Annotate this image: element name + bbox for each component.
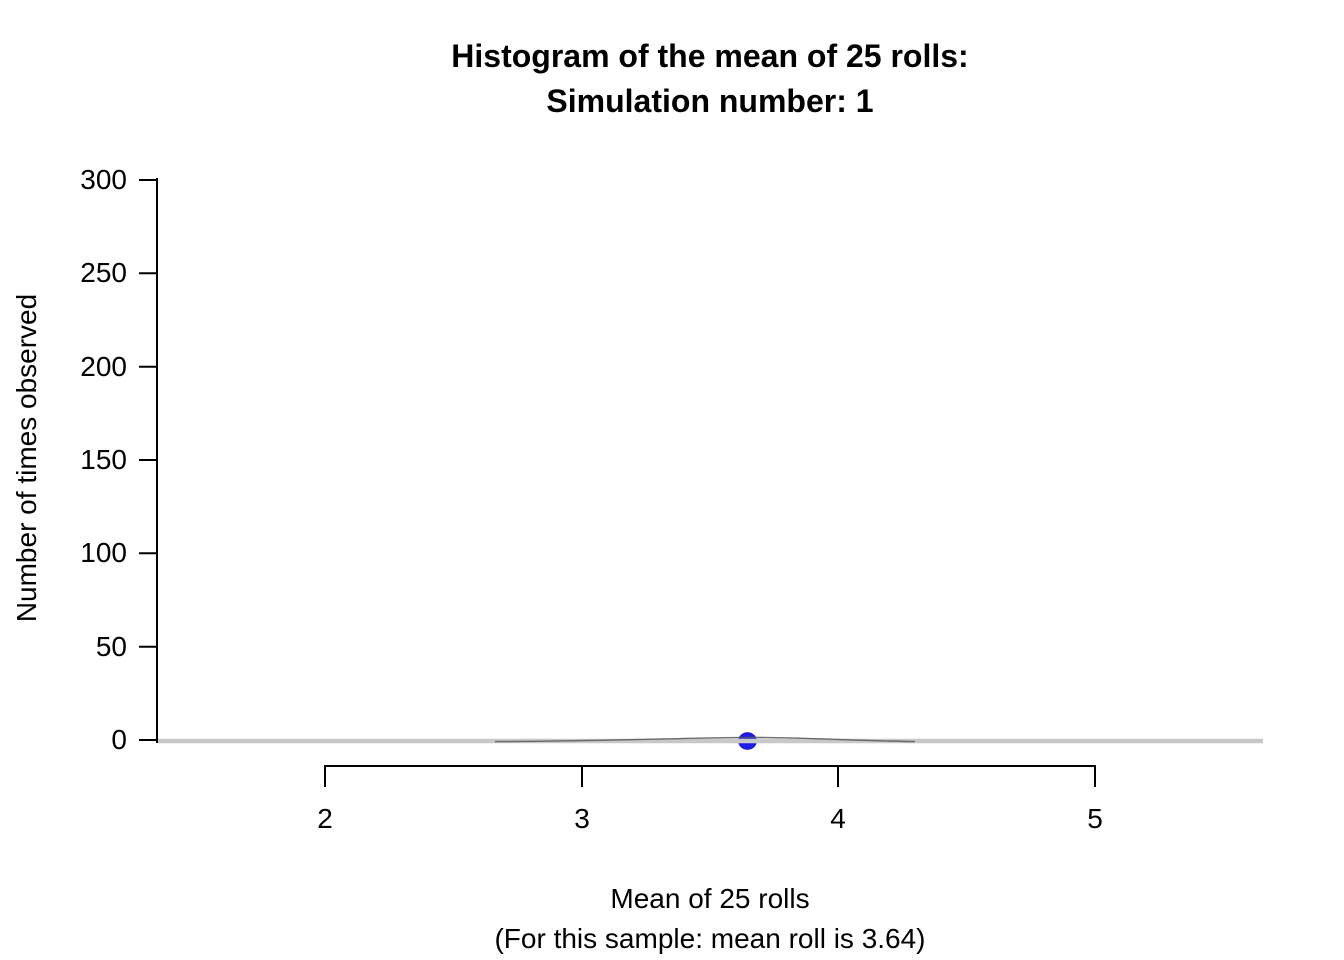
chart-title-line-2: Simulation number: 1 (546, 83, 874, 119)
y-tick-label-50: 50 (95, 631, 127, 662)
y-tick-label-100: 100 (80, 537, 127, 568)
y-tick-label-250: 250 (80, 257, 127, 288)
x-tick-label-3: 3 (574, 803, 590, 834)
y-tick-label-0: 0 (111, 724, 127, 755)
x-tick-label-2: 2 (317, 803, 333, 834)
chart-title-line-1: Histogram of the mean of 25 rolls: (451, 38, 969, 74)
x-tick-label-4: 4 (830, 803, 846, 834)
density-curve (494, 736, 916, 743)
x-tick-label-5: 5 (1087, 803, 1103, 834)
x-axis-title: Mean of 25 rolls (610, 883, 810, 914)
y-tick-label-150: 150 (80, 444, 127, 475)
x-axis-subtitle: (For this sample: mean roll is 3.64) (494, 923, 926, 954)
y-tick-label-200: 200 (80, 351, 127, 382)
y-tick-label-300: 300 (80, 164, 127, 195)
